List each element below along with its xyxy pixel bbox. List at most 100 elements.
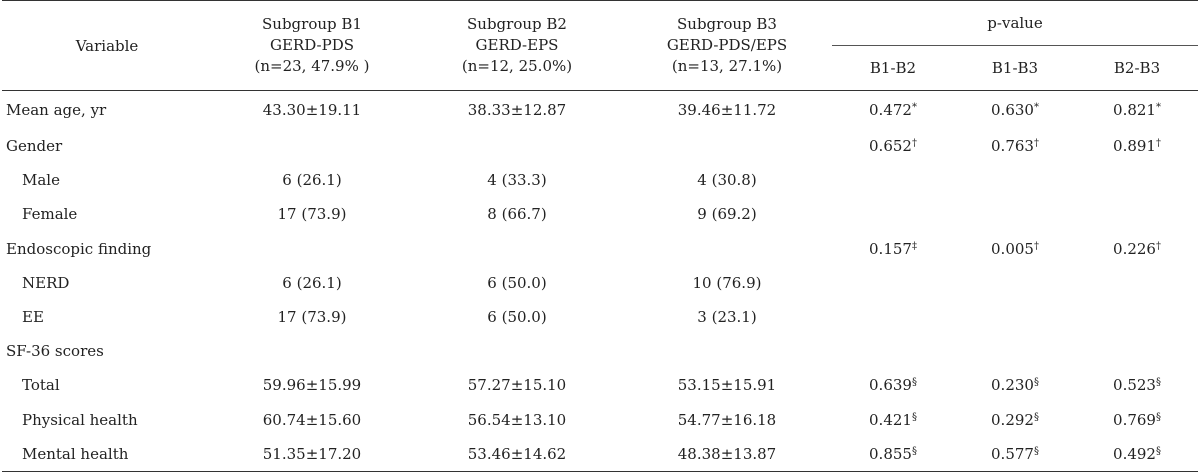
- table-body: Mean age, yr 43.30±19.11 38.33±12.87 39.…: [2, 91, 1199, 472]
- header-b1-line3: (n=23, 47.9% ): [254, 57, 370, 75]
- p-value: 0.763: [991, 137, 1034, 156]
- header-subrow: B1-B2 B1-B3 B2-B3: [2, 45, 1199, 91]
- cell-b2: 8 (66.7): [487, 205, 547, 224]
- table-row: Total 59.96±15.99 57.27±15.10 53.15±15.9…: [2, 368, 1198, 402]
- cell-b3: 9 (69.2): [697, 205, 757, 224]
- row-label: Endoscopic finding: [6, 239, 152, 258]
- cell-b3: 53.15±15.91: [677, 376, 777, 395]
- p-value: 0.492: [1113, 444, 1156, 463]
- header-b3-line1: Subgroup B3: [677, 15, 777, 33]
- cell-p-b1-b2: 0.157‡: [832, 232, 954, 266]
- cell-p-b1-b3: 0.577§: [954, 436, 1076, 472]
- cell-p-b1-b3: [954, 163, 1076, 197]
- p-value: 0.821: [1113, 101, 1156, 119]
- cell-p-b1-b3: [954, 266, 1076, 300]
- footnote-mark: *: [911, 102, 917, 113]
- cell-p-b2-b3: [1076, 266, 1198, 300]
- cell-p-b1-b2: 0.855§: [832, 436, 954, 472]
- table-row: Mean age, yr 43.30±19.11 38.33±12.87 39.…: [2, 91, 1198, 130]
- header-row: Variable Subgroup B1 GERD-PDS (n=23, 47.…: [2, 0, 1199, 91]
- footnote-mark: *: [1033, 102, 1039, 113]
- cell-b3: 39.46±11.72: [677, 101, 777, 119]
- footnote-mark: §: [1033, 411, 1039, 423]
- footnote-mark: *: [1155, 102, 1161, 113]
- p-value: 0.639: [869, 376, 912, 395]
- cell-p-b1-b2: 0.472*: [832, 91, 954, 130]
- header-subgroup-b3: Subgroup B3 GERD-PDS/EPS (n=13, 27.1%): [622, 0, 832, 91]
- cell-p-b1-b3: 0.230§: [954, 368, 1076, 402]
- footnote-mark: †: [1033, 240, 1039, 252]
- table-row: SF-36 scores: [2, 334, 1198, 368]
- table-row: Mental health 51.35±17.20 53.46±14.62 48…: [2, 436, 1199, 472]
- footnote-mark: †: [1033, 138, 1039, 150]
- header-subgroup-b2: Subgroup B2 GERD-EPS (n=12, 25.0%): [412, 0, 622, 91]
- cell-p-b1-b2: [832, 197, 954, 231]
- header-b1-line1: Subgroup B1: [262, 15, 362, 33]
- table-row: Gender 0.652† 0.763† 0.891†: [2, 129, 1198, 163]
- row-label: Mean age, yr: [6, 101, 107, 119]
- row-label: NERD: [22, 273, 70, 292]
- row-label: EE: [22, 308, 44, 327]
- row-label: Female: [22, 205, 78, 224]
- cell-b3: 10 (76.9): [692, 273, 762, 292]
- cell-p-b1-b3: 0.005†: [954, 232, 1076, 266]
- header-b1-line2: GERD-PDS: [270, 36, 354, 54]
- row-label: Gender: [6, 137, 63, 156]
- footnote-mark: §: [911, 411, 917, 423]
- p-value: 0.769: [1113, 410, 1156, 429]
- p-value: 0.230: [991, 376, 1034, 395]
- header-pvalue: p-value: [832, 0, 1199, 46]
- p-value: 0.421: [869, 410, 912, 429]
- cell-p-b2-b3: [1076, 300, 1198, 334]
- table-row: Endoscopic finding 0.157‡ 0.005† 0.226 †: [2, 232, 1198, 266]
- cell-b3: [622, 129, 832, 163]
- p-value: 0.891: [1113, 137, 1156, 156]
- p-value: 0.292: [991, 410, 1034, 429]
- cell-p-b2-b3: [1076, 163, 1198, 197]
- row-label: SF-36 scores: [6, 342, 104, 361]
- cell-b2: 4 (33.3): [487, 171, 547, 190]
- p-value: 0.577: [991, 444, 1034, 463]
- cell-p-b1-b2: [832, 300, 954, 334]
- header-b2-line3: (n=12, 25.0%): [461, 57, 573, 75]
- cell-p-b1-b3: [954, 300, 1076, 334]
- table-row: NERD 6 (26.1) 6 (50.0) 10 (76.9): [2, 266, 1198, 300]
- cell-b3: 54.77±16.18: [677, 410, 777, 429]
- cell-p-b2-b3: 0.492§: [1076, 436, 1199, 472]
- header-p-b2-b3: B2-B3: [1076, 45, 1199, 91]
- cell-p-b2-b3: [1076, 334, 1198, 368]
- p-value: 0.630: [991, 101, 1034, 119]
- footnote-mark: §: [1033, 445, 1039, 457]
- cell-b2: [412, 129, 622, 163]
- cell-p-b1-b2: [832, 163, 954, 197]
- footnote-mark: §: [1155, 411, 1161, 423]
- cell-p-b1-b2: [832, 266, 954, 300]
- header-b2-line2: GERD-EPS: [475, 36, 559, 54]
- cell-p-b2-b3: 0.821*: [1076, 91, 1198, 130]
- p-value: 0.157: [869, 239, 912, 258]
- row-label: Male: [22, 171, 60, 190]
- cell-b3: [622, 232, 832, 266]
- header-subgroup-b1: Subgroup B1 GERD-PDS (n=23, 47.9% ): [212, 0, 412, 91]
- cell-b2: 57.27±15.10: [467, 376, 567, 395]
- cell-b2: [412, 232, 622, 266]
- cell-p-b2-b3: 0.523§: [1076, 368, 1198, 402]
- cell-b1: 59.96±15.99: [262, 376, 362, 395]
- p-value: 0.472: [869, 101, 912, 119]
- footnote-mark: §: [1033, 377, 1039, 389]
- footnote-mark: §: [911, 445, 917, 457]
- cell-b3: 48.38±13.87: [622, 436, 832, 472]
- cell-p-b1-b3: [954, 334, 1076, 368]
- p-value: 0.523: [1113, 376, 1156, 395]
- p-value: 0.226: [1113, 239, 1156, 258]
- p-value: 0.652: [869, 137, 912, 156]
- cell-p-b1-b3: 0.292§: [954, 403, 1076, 437]
- table-row: Female 17 (73.9) 8 (66.7) 9 (69.2): [2, 197, 1198, 231]
- p-value: 0.855: [869, 444, 912, 463]
- header-variable: Variable: [2, 0, 212, 91]
- cell-b1: [212, 232, 412, 266]
- header-p-b1-b2: B1-B2: [832, 45, 954, 91]
- header-b2-line1: Subgroup B2: [467, 15, 567, 33]
- cell-p-b1-b2: [832, 334, 954, 368]
